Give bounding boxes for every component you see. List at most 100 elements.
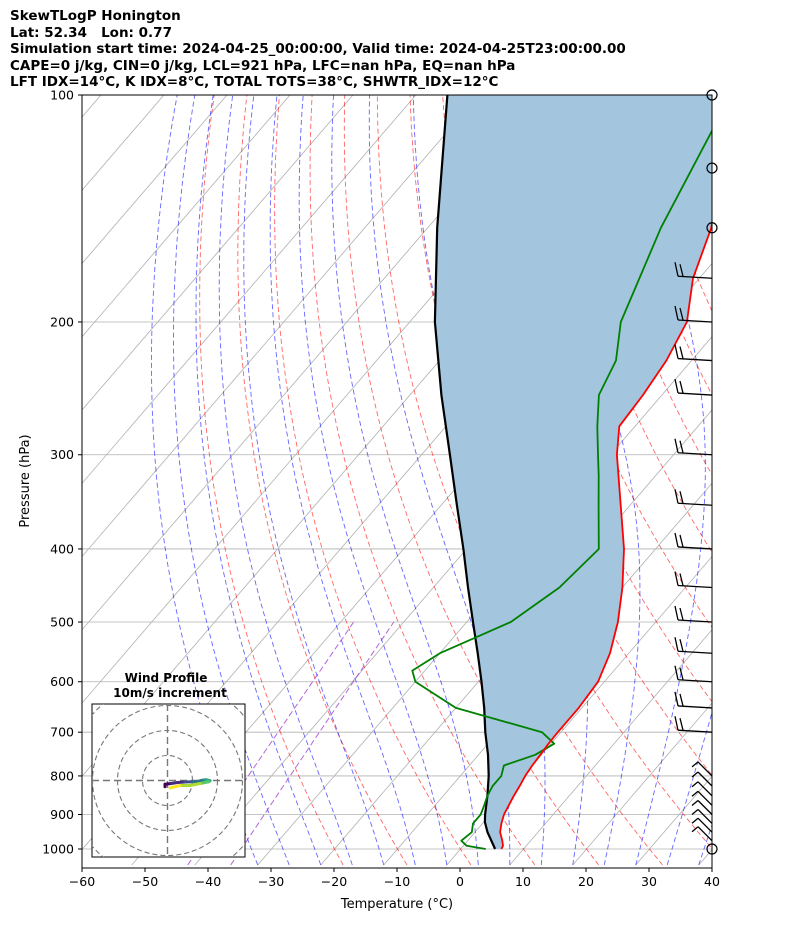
wind-barb-flag [679,693,684,707]
y-tick-label: 200 [50,314,74,329]
x-tick-label: 20 [578,874,594,889]
dry-adiabat-line [199,95,344,866]
y-axis-label: Pressure (hPa) [18,434,33,527]
wind-barb [677,275,713,279]
wind-barb [677,729,713,733]
dry-adiabat-line [274,95,472,866]
wind-barb-flag [679,380,684,394]
parcel-profile-line [433,95,497,850]
wind-barb [697,817,713,833]
wind-barb [697,761,713,777]
moist-adiabat-line [218,95,353,866]
wind-barb-flag [674,665,679,680]
moist-adiabat-line [195,95,322,866]
wind-barb-flag [674,571,679,586]
x-tick-label: −60 [69,874,95,889]
wind-barb-flag [691,790,699,797]
wind-barb [677,584,713,589]
y-tick-label: 500 [50,615,74,630]
hodograph-trace [188,782,202,787]
x-tick-label: −50 [132,874,158,889]
isotherm-line [82,95,480,558]
wind-barb [697,781,713,797]
wind-barb [677,546,713,550]
title-line-station: SkewTLogP Honington [10,8,181,24]
moist-adiabat-line [698,823,712,866]
temperature-line [499,218,712,850]
wind-barb-flag [679,667,684,680]
wind-barb-flag [691,799,699,806]
isotherm-line [698,848,712,866]
wind-barb [677,502,713,506]
wind-barb [677,357,713,362]
y-tick-label: 100 [50,88,74,103]
title-line-times: Simulation start time: 2024-04-25_00:00:… [10,41,626,57]
wind-barb-flag [674,438,679,453]
wind-barb-flag [691,826,699,833]
inset-title: Wind Profile [125,671,208,685]
isotherm-line [82,95,417,484]
wind-barb-flag [679,607,684,621]
wind-barb [677,392,713,396]
x-tick-label: −30 [258,874,284,889]
moist-adiabat-line [630,95,706,866]
dry-adiabat-line [572,95,712,476]
y-tick-label: 700 [50,725,74,740]
wind-barb-flag [674,344,679,359]
calm-wind-circle [706,843,718,855]
mixing-ratio-line [230,621,395,866]
isotherm-line [82,95,543,631]
moist-adiabat-line [243,95,385,866]
y-tick-label: 600 [50,674,74,689]
wind-barb [697,771,713,787]
dry-adiabat-line [703,95,712,125]
wind-barb-flag [679,573,684,586]
wind-barb-flag [679,534,684,548]
wind-barb-flag [679,346,684,359]
wind-barb-flag [674,378,679,394]
moist-adiabat-line [173,95,290,866]
x-tick-label: −10 [384,874,410,889]
dry-adiabat-line [237,95,408,866]
wind-barb [697,790,713,806]
x-tick-label: 40 [704,874,720,889]
isotherm-line [762,95,794,865]
x-tick-label: 30 [641,874,657,889]
wind-barb-flag [679,718,684,731]
x-axis-label: Temperature (°C) [340,897,453,912]
wind-barb-flag [679,639,684,652]
dry-adiabat-line [736,95,794,865]
calm-wind-circle [706,162,718,174]
x-tick-label: 0 [456,874,464,889]
isotherm-line [82,95,228,265]
chart-title-block: SkewTLogP Honington Lat: 52.34 Lon: 0.77 S… [10,8,626,91]
inset-subtitle: 10m/s increment [113,686,227,700]
isotherm-line [82,95,354,411]
x-tick-label: 10 [515,874,531,889]
isotherm-line [446,555,712,866]
wind-barb-flag [691,817,699,824]
hodograph-plot [92,704,245,857]
wind-barb [677,319,713,323]
isotherm-line [82,95,102,118]
wind-barb [677,679,713,683]
wind-barb-flag [691,761,699,768]
wind-barb-flag [679,440,684,453]
title-line-location: Lat: 52.34 Lon: 0.77 [10,24,172,41]
moist-adiabat-line [331,95,479,866]
wind-barb-flag [679,307,684,321]
dewpoint-line [411,128,712,850]
isotherm-line [320,409,712,866]
wind-barb [677,650,713,654]
wind-barb [697,800,713,815]
dry-adiabat-line [769,95,794,865]
wind-barb-flag [674,691,679,707]
moist-adiabat-line [368,95,511,865]
calm-wind-circle [706,89,718,101]
wind-barb [677,452,713,456]
moist-adiabat-line [269,95,416,866]
wind-barb-flag [679,264,684,277]
y-tick-label: 300 [50,447,74,462]
y-tick-label: 400 [50,541,74,556]
wind-barb [677,619,713,623]
